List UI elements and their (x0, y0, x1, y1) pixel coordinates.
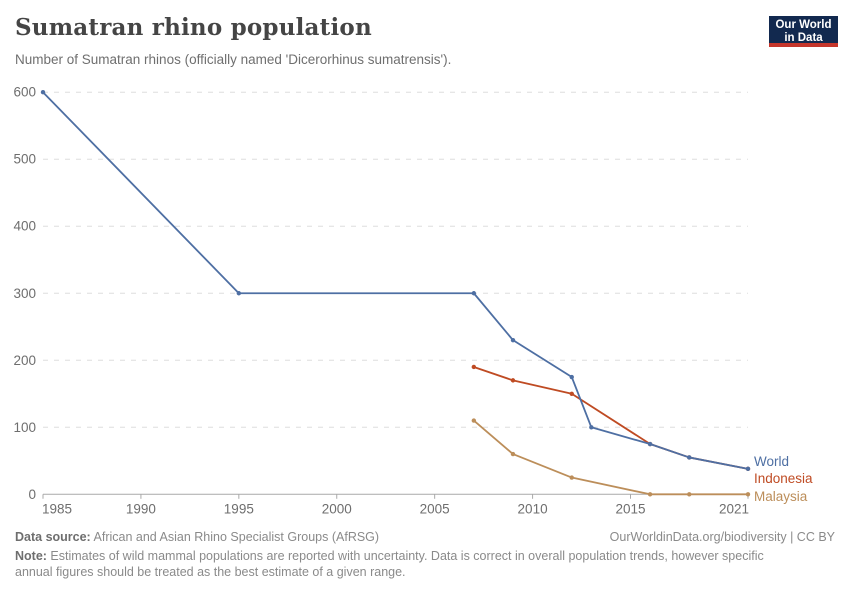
series-point-malaysia[interactable] (687, 492, 692, 497)
series-point-world[interactable] (510, 337, 516, 343)
series-point-world[interactable] (569, 374, 574, 380)
x-tick-label: 2015 (615, 501, 645, 516)
y-tick-label: 500 (13, 152, 36, 167)
series-point-world[interactable] (687, 455, 692, 460)
series-point-malaysia[interactable] (745, 492, 751, 497)
footer-note: Note: Estimates of wild mammal populatio… (15, 549, 803, 580)
series-point-indonesia[interactable] (510, 378, 516, 383)
series-point-world[interactable] (647, 441, 653, 447)
series-label-malaysia[interactable]: Malaysia (754, 489, 808, 504)
chart-title: Sumatran rhino population (15, 14, 372, 41)
chart-subtitle: Number of Sumatran rhinos (officially na… (15, 52, 452, 67)
data-source-text: African and Asian Rhino Specialist Group… (90, 530, 380, 544)
y-tick-label: 200 (13, 353, 36, 368)
owid-logo-line1: Our World (775, 19, 832, 31)
y-tick-label: 100 (13, 420, 36, 435)
owid-logo[interactable]: Our World in Data (769, 16, 838, 47)
note-text: Estimates of wild mammal populations are… (15, 549, 764, 579)
series-point-malaysia[interactable] (510, 451, 516, 457)
series-line-malaysia[interactable] (472, 419, 749, 496)
series-point-world[interactable] (589, 425, 594, 430)
series-point-malaysia[interactable] (471, 418, 477, 423)
attribution[interactable]: OurWorldinData.org/biodiversity | CC BY (609, 530, 835, 544)
y-tick-label: 400 (13, 219, 36, 234)
x-tick-label: 2021 (719, 501, 749, 516)
series-point-world[interactable] (40, 90, 46, 95)
footer-source-row: Data source: African and Asian Rhino Spe… (15, 530, 835, 544)
series-point-world[interactable] (745, 466, 751, 472)
data-source: Data source: African and Asian Rhino Spe… (15, 530, 379, 544)
series-point-malaysia[interactable] (647, 492, 653, 497)
series-point-indonesia[interactable] (569, 391, 574, 396)
y-tick-label: 0 (28, 487, 36, 502)
x-tick-label: 1985 (42, 501, 72, 516)
series-line-world[interactable] (42, 91, 749, 470)
x-tick-label: 2010 (518, 501, 548, 516)
note-label: Note: (15, 549, 47, 563)
x-tick-label: 1995 (224, 501, 254, 516)
y-tick-label: 600 (13, 85, 36, 100)
series-label-indonesia[interactable]: Indonesia (754, 471, 813, 486)
x-tick-label: 2005 (420, 501, 450, 516)
series-point-indonesia[interactable] (471, 364, 477, 370)
x-tick-label: 1990 (126, 501, 156, 516)
series-point-world[interactable] (236, 291, 242, 296)
series-point-world[interactable] (471, 291, 477, 296)
y-tick-label: 300 (13, 286, 36, 301)
series-point-malaysia[interactable] (569, 475, 574, 480)
data-source-label: Data source: (15, 530, 91, 544)
owid-logo-line2: in Data (784, 31, 823, 44)
x-tick-label: 2000 (322, 501, 352, 516)
series-label-world[interactable]: World (754, 454, 789, 469)
